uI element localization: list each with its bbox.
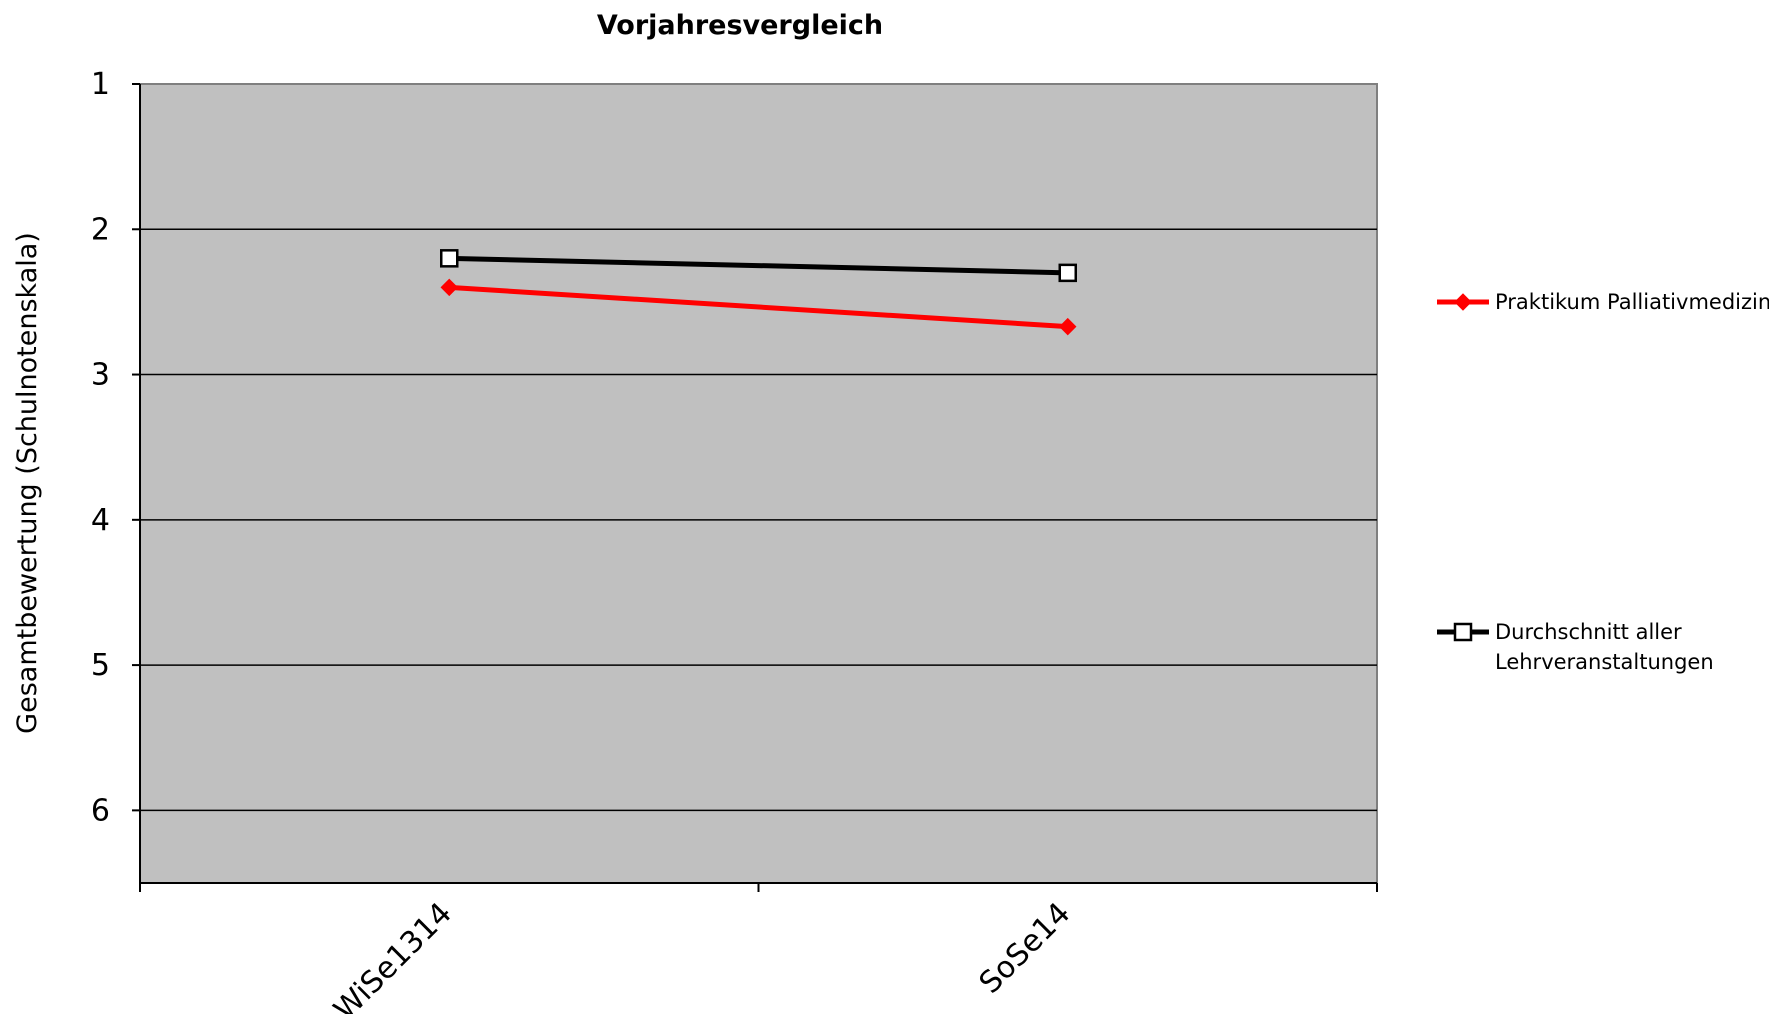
data-point	[1059, 317, 1077, 336]
y-tick-label: 1	[91, 67, 110, 102]
x-tick-label: WiSe1314	[327, 896, 459, 1014]
data-point	[1058, 263, 1077, 283]
series-line	[449, 255, 1068, 276]
series-2	[440, 249, 1077, 283]
y-tick-label: 4	[91, 503, 110, 538]
legend-label: Praktikum Palliativmedizin	[1495, 290, 1769, 314]
legend-marker	[1454, 293, 1472, 311]
legend: Praktikum Palliativmedizin Durchschnitt a…	[1437, 290, 1769, 674]
y-tick-label: 2	[91, 212, 110, 247]
series-1	[440, 278, 1077, 336]
gridlines	[140, 228, 1377, 812]
y-ticks: 1 2 3 4 5 6	[91, 67, 140, 828]
series-line	[449, 284, 1068, 330]
data-point	[440, 278, 458, 297]
y-tick-label: 3	[91, 358, 110, 393]
chart-title: Vorjahresvergleich	[597, 10, 883, 41]
data-point	[440, 249, 459, 268]
legend-marker	[1453, 622, 1473, 642]
plot-area	[139, 83, 1378, 884]
x-ticks: WiSe1314 SoSe14	[139, 883, 1378, 1014]
x-tick-label: SoSe14	[973, 896, 1078, 1001]
series-layer	[440, 249, 1077, 336]
legend-item-2: Durchschnitt aller Lehrveranstaltungen	[1437, 620, 1714, 674]
y-tick-label: 6	[91, 793, 110, 828]
y-tick-label: 5	[91, 648, 110, 683]
legend-label: Durchschnitt aller Lehrveranstaltungen	[1495, 620, 1714, 674]
y-axis-label: Gesamtbewertung (Schulnotenskala)	[12, 232, 43, 734]
legend-item-1: Praktikum Palliativmedizin	[1437, 290, 1769, 314]
